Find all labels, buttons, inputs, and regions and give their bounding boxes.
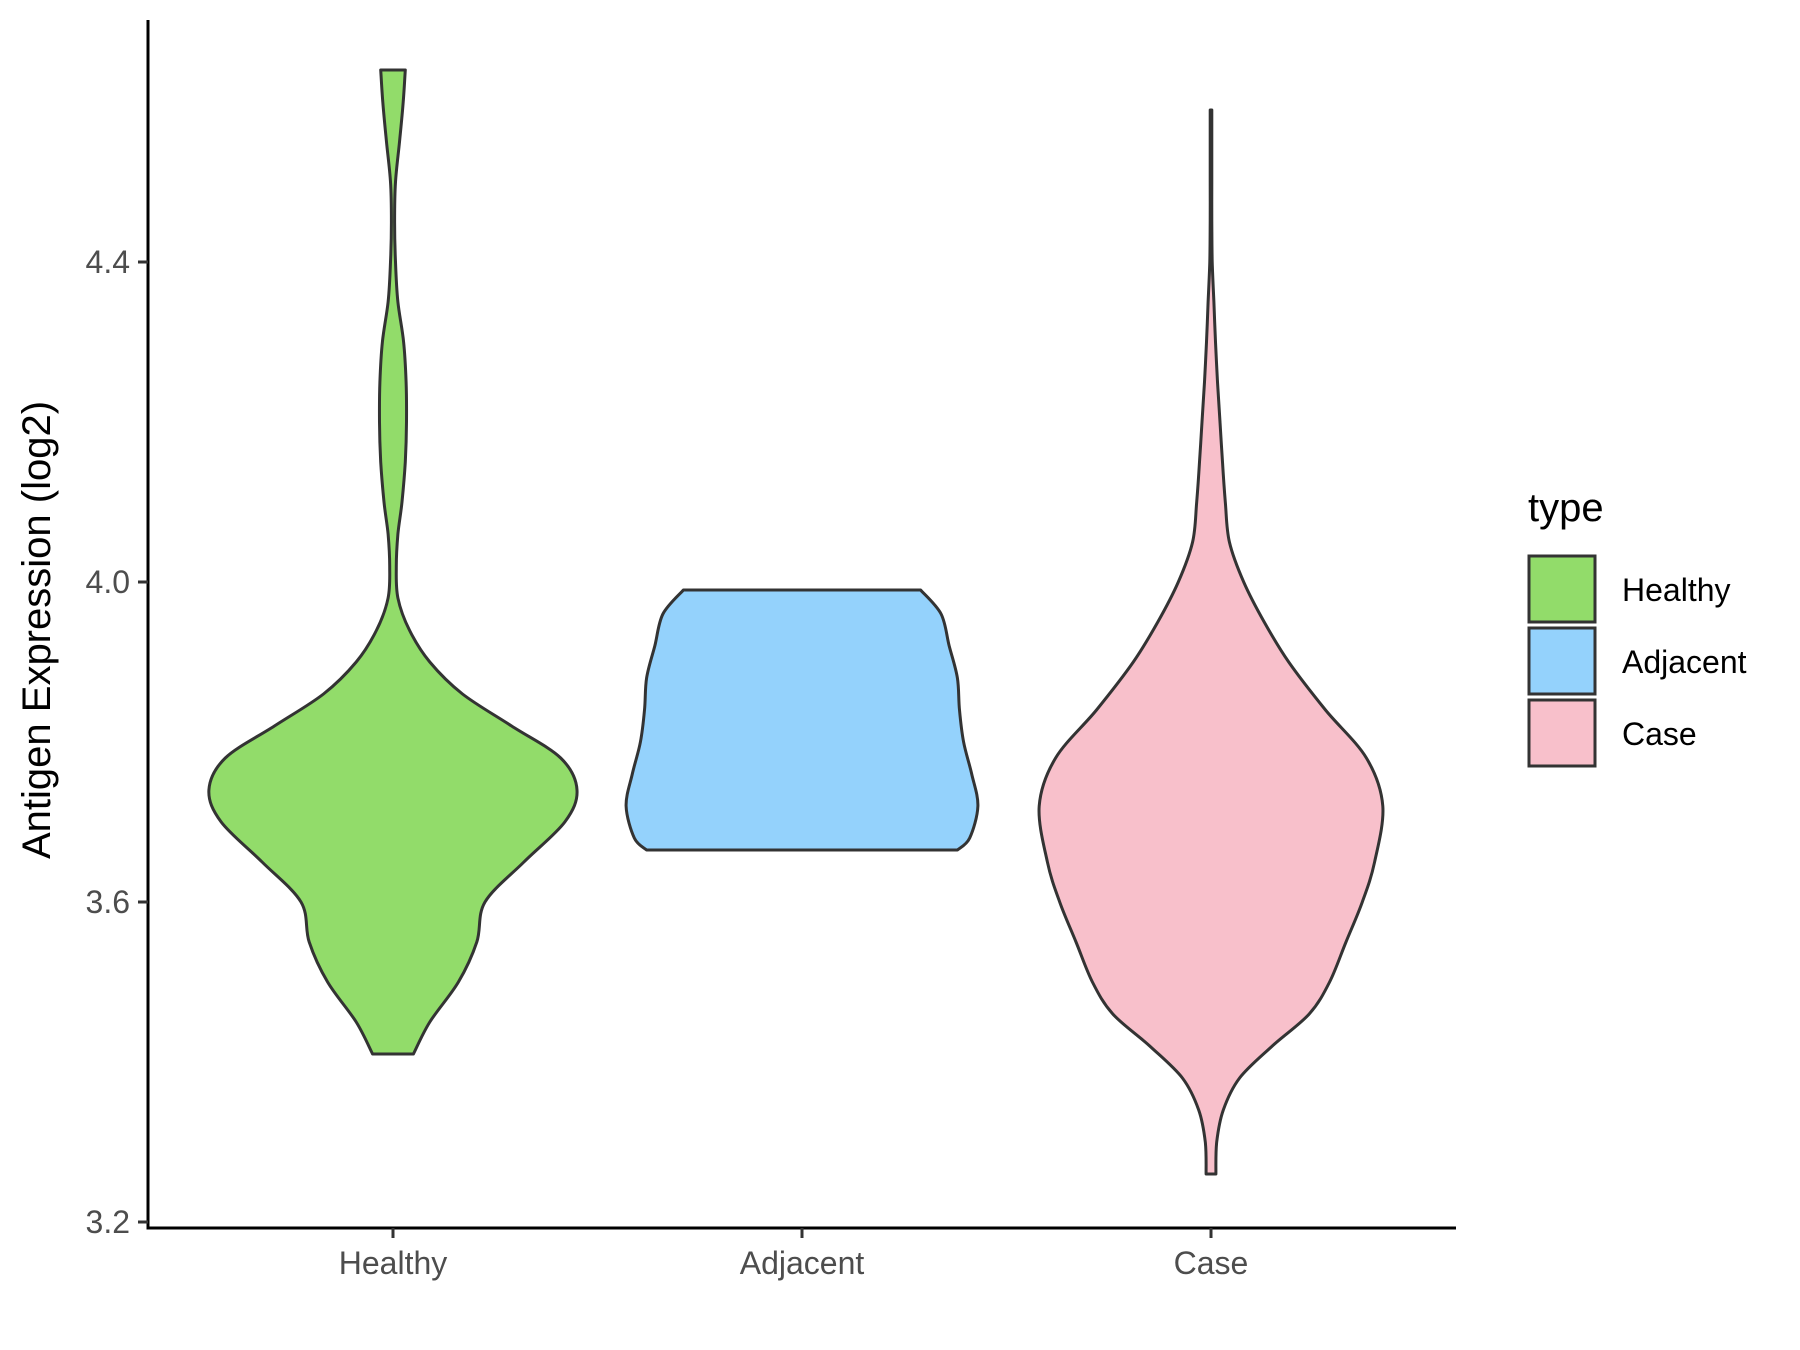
legend-label-healthy: Healthy (1622, 572, 1731, 608)
y-tick-label: 4.0 (86, 564, 130, 600)
violin-adjacent (624, 588, 980, 852)
legend-entries: Healthy Adjacent Case (1527, 554, 1747, 768)
x-tick-label: Healthy (339, 1245, 448, 1281)
x-tick-label: Adjacent (740, 1245, 865, 1281)
legend-title: type (1528, 486, 1604, 530)
y-axis-title: Antigen Expression (log2) (15, 401, 59, 859)
x-tick-label: Case (1174, 1245, 1249, 1281)
legend-key-healthy (1527, 554, 1597, 624)
y-tick-label: 3.2 (86, 1204, 130, 1240)
legend-key-adjacent (1527, 626, 1597, 696)
legend: type Healthy Adjacent Case (1527, 486, 1747, 768)
axes-layer: 3.2 3.6 4.0 4.4 Healthy Adjacent Case (86, 20, 1456, 1281)
violin-case (1037, 108, 1385, 1176)
y-tick-label: 4.4 (86, 244, 130, 280)
legend-label-case: Case (1622, 716, 1697, 752)
y-tick-label: 3.6 (86, 884, 130, 920)
legend-label-adjacent: Adjacent (1622, 644, 1747, 680)
violins-layer (207, 68, 1385, 1176)
legend-key-case (1527, 698, 1597, 768)
violin-healthy (207, 68, 579, 1056)
